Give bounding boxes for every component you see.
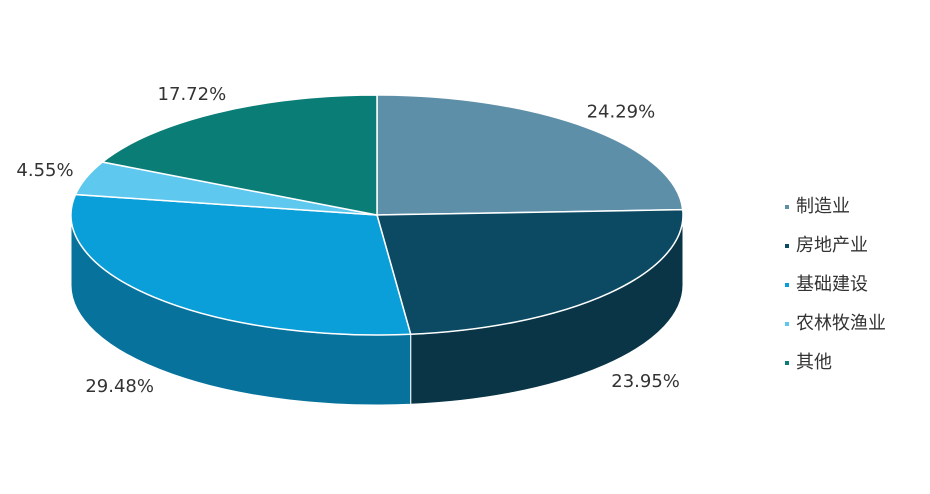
legend-marker xyxy=(785,283,789,287)
legend-marker xyxy=(785,205,789,209)
value-label: 24.29% xyxy=(587,102,656,123)
legend-marker xyxy=(785,322,789,326)
value-label: 17.72% xyxy=(158,84,227,105)
value-label: 29.48% xyxy=(85,376,154,397)
slice xyxy=(376,94,684,216)
slice xyxy=(376,208,684,336)
value-label: 23.95% xyxy=(611,371,680,392)
legend-marker xyxy=(785,361,789,365)
legend-label: 制造业 xyxy=(796,196,850,217)
legend-label: 房地产业 xyxy=(796,235,868,256)
legend-label: 其他 xyxy=(796,352,832,373)
value-label: 4.55% xyxy=(16,160,73,181)
slice xyxy=(70,193,412,336)
slice xyxy=(100,94,378,216)
legend-label: 农林牧渔业 xyxy=(796,313,886,334)
legend-marker xyxy=(785,244,789,248)
legend-label: 基础建设 xyxy=(796,274,868,295)
